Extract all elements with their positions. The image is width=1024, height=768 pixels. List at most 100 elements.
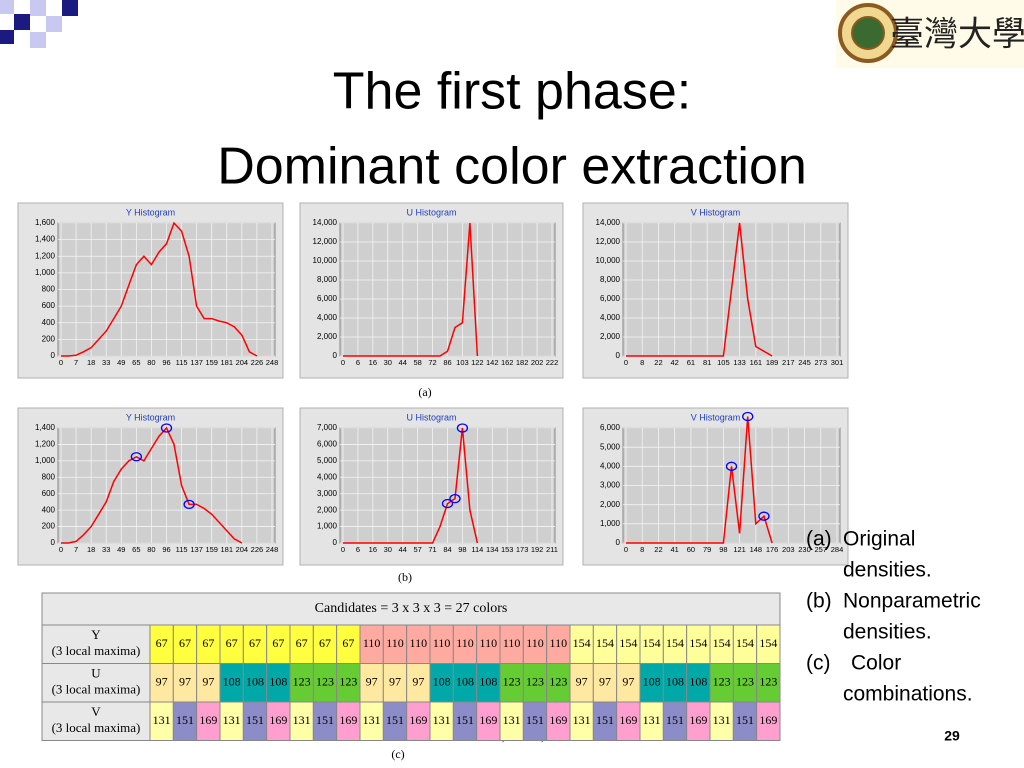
cell-value: 108 bbox=[479, 675, 497, 689]
x-tick-label: 33 bbox=[102, 358, 110, 367]
y-tick-label: 4,000 bbox=[317, 313, 338, 322]
y-tick-label: 0 bbox=[51, 538, 56, 547]
cell-value: 151 bbox=[246, 713, 264, 727]
y-tick-label: 6,000 bbox=[600, 294, 621, 303]
cell-value: 131 bbox=[713, 713, 731, 727]
x-tick-label: 181 bbox=[221, 358, 234, 367]
x-tick-label: 0 bbox=[624, 358, 628, 367]
cell-value: 154 bbox=[643, 636, 661, 650]
x-tick-label: 0 bbox=[341, 545, 345, 554]
y-tick-label: 0 bbox=[333, 538, 338, 547]
peak-marker bbox=[456, 423, 469, 433]
x-tick-label: 204 bbox=[236, 358, 249, 367]
x-tick-label: 96 bbox=[162, 358, 170, 367]
x-tick-label: 222 bbox=[546, 358, 559, 367]
x-tick-label: 284 bbox=[831, 545, 844, 554]
cell-value: 110 bbox=[480, 636, 498, 650]
cell-value: 97 bbox=[179, 675, 191, 689]
y-tick-label: 1,400 bbox=[35, 235, 56, 244]
table-cell bbox=[756, 701, 781, 741]
peak-marker bbox=[449, 493, 461, 504]
row-label: Y bbox=[91, 627, 101, 642]
x-tick-label: 226 bbox=[251, 545, 264, 554]
chart-title: V Histogram bbox=[691, 207, 741, 217]
cell-value: 169 bbox=[339, 713, 357, 727]
cell-value: 97 bbox=[622, 675, 634, 689]
x-tick-label: 301 bbox=[831, 358, 844, 367]
x-tick-label: 148 bbox=[750, 545, 763, 554]
x-tick-label: 159 bbox=[205, 545, 218, 554]
y-tick-label: 1,200 bbox=[35, 440, 56, 449]
x-tick-label: 57 bbox=[413, 545, 421, 554]
cell-value: 131 bbox=[643, 713, 661, 727]
peak-marker bbox=[758, 511, 770, 521]
x-tick-label: 121 bbox=[733, 545, 746, 554]
cell-value: 151 bbox=[456, 713, 474, 727]
x-tick-label: 30 bbox=[384, 358, 392, 367]
cell-value: 110 bbox=[456, 636, 474, 650]
x-tick-label: 114 bbox=[471, 545, 483, 554]
y-tick-label: 8,000 bbox=[600, 275, 621, 284]
y-tick-label: 5,000 bbox=[317, 456, 338, 465]
x-tick-label: 257 bbox=[815, 545, 828, 554]
x-tick-label: 248 bbox=[266, 358, 279, 367]
y-tick-label: 800 bbox=[42, 472, 56, 481]
x-tick-label: 44 bbox=[399, 358, 407, 367]
cell-value: 97 bbox=[599, 675, 611, 689]
cell-value: 110 bbox=[550, 636, 568, 650]
cell-value: 169 bbox=[409, 713, 427, 727]
cell-value: 110 bbox=[526, 636, 544, 650]
y-tick-label: 4,000 bbox=[600, 461, 621, 470]
x-tick-label: 134 bbox=[486, 545, 499, 554]
cell-value: 110 bbox=[410, 636, 428, 650]
x-tick-label: 137 bbox=[190, 358, 203, 367]
cell-value: 131 bbox=[433, 713, 451, 727]
chart-title: Y Histogram bbox=[126, 412, 175, 422]
cell-value: 131 bbox=[503, 713, 521, 727]
x-tick-label: 103 bbox=[456, 358, 469, 367]
cell-value: 123 bbox=[339, 675, 357, 689]
y-tick-label: 3,000 bbox=[317, 489, 338, 498]
y-tick-label: 0 bbox=[616, 538, 621, 547]
x-tick-label: 18 bbox=[87, 358, 95, 367]
cell-value: 154 bbox=[573, 636, 591, 650]
x-tick-label: 181 bbox=[221, 545, 234, 554]
y-tick-label: 2,000 bbox=[600, 500, 621, 509]
cell-value: 67 bbox=[249, 636, 261, 650]
x-tick-label: 159 bbox=[205, 358, 218, 367]
x-tick-label: 189 bbox=[766, 358, 779, 367]
x-tick-label: 115 bbox=[176, 358, 188, 367]
row-label-cell bbox=[41, 701, 151, 741]
y-tick-label: 4,000 bbox=[317, 472, 338, 481]
cell-value: 151 bbox=[386, 713, 404, 727]
cell-value: 123 bbox=[316, 675, 334, 689]
cell-value: 169 bbox=[199, 713, 217, 727]
cell-value: 169 bbox=[689, 713, 707, 727]
cell-value: 67 bbox=[226, 636, 238, 650]
x-tick-label: 176 bbox=[766, 545, 779, 554]
y-tick-label: 14,000 bbox=[313, 218, 338, 227]
y-tick-label: 12,000 bbox=[596, 237, 621, 246]
cell-value: 108 bbox=[269, 675, 287, 689]
x-tick-label: 0 bbox=[59, 545, 63, 554]
histogram-line bbox=[626, 416, 773, 544]
cell-value: 151 bbox=[526, 713, 544, 727]
x-tick-label: 202 bbox=[531, 358, 544, 367]
x-tick-label: 0 bbox=[624, 545, 628, 554]
table-header-cell bbox=[41, 592, 781, 626]
x-tick-label: 30 bbox=[384, 545, 392, 554]
cell-value: 123 bbox=[549, 675, 567, 689]
x-tick-label: 16 bbox=[369, 545, 377, 554]
y-tick-label: 1,000 bbox=[600, 519, 621, 528]
x-tick-label: 79 bbox=[703, 545, 711, 554]
cell-value: 108 bbox=[666, 675, 684, 689]
caption: (a) bbox=[418, 385, 431, 399]
x-tick-label: 153 bbox=[501, 545, 514, 554]
peak-marker bbox=[130, 452, 143, 462]
x-tick-label: 65 bbox=[132, 358, 140, 367]
row-label: V bbox=[91, 704, 101, 719]
cell-value: 151 bbox=[316, 713, 334, 727]
y-tick-label: 14,000 bbox=[596, 218, 621, 227]
cell-value: 151 bbox=[666, 713, 684, 727]
histogram-line bbox=[343, 222, 479, 357]
